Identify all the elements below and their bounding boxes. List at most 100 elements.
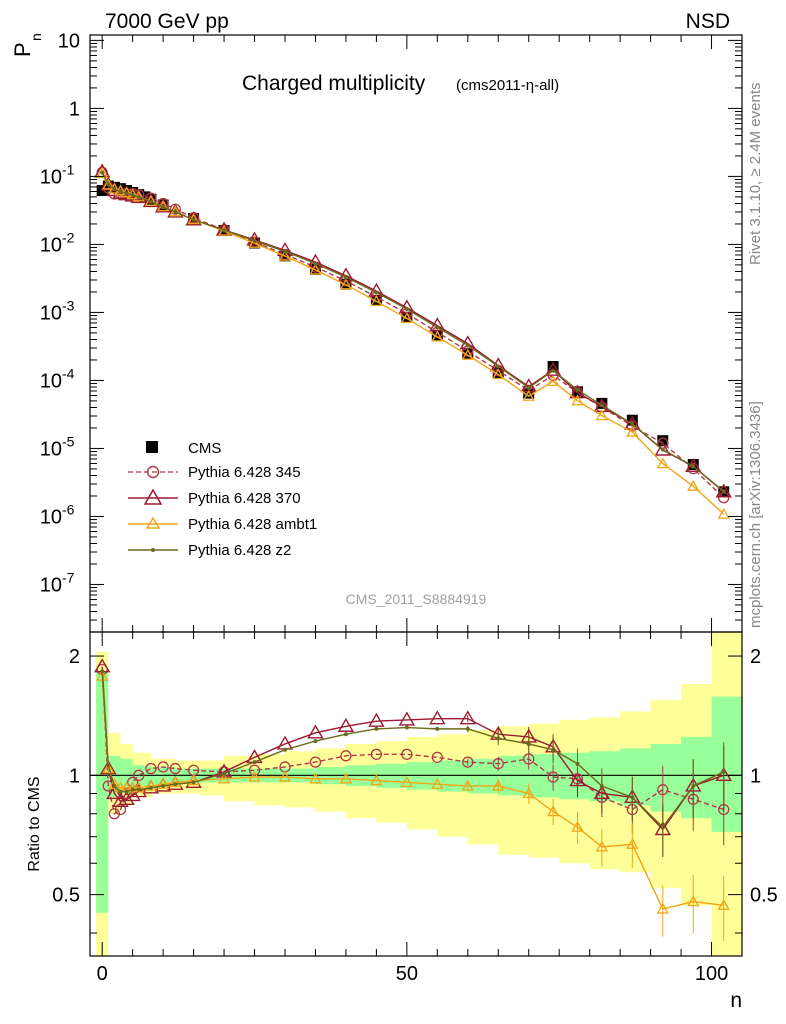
ratio-marker-ambt1 bbox=[400, 776, 413, 788]
main-marker-z2 bbox=[551, 368, 556, 373]
ratio-y-tick-label-right: 0.5 bbox=[750, 885, 778, 907]
ratio-marker-z2 bbox=[343, 732, 348, 737]
main-y-tick-label: 10 bbox=[58, 30, 80, 52]
y-axis-label: P bbox=[10, 42, 35, 57]
x-tick-label: 50 bbox=[396, 963, 418, 985]
main-y-tick-exponent: -4 bbox=[62, 365, 75, 381]
main-marker-z2 bbox=[136, 195, 141, 200]
cms-data-point bbox=[370, 294, 382, 306]
main-y-tick-exponent: -1 bbox=[62, 161, 75, 177]
ratio-marker-z2 bbox=[118, 789, 123, 794]
ratio-marker-z2 bbox=[374, 726, 379, 731]
legend-345-marker bbox=[146, 465, 160, 479]
main-marker-z2 bbox=[191, 217, 196, 222]
ratio-marker-z2 bbox=[191, 780, 196, 785]
ratio-marker-z2 bbox=[313, 739, 318, 744]
ratio-marker-p345 bbox=[133, 769, 145, 781]
main-marker-ambt1 bbox=[571, 394, 584, 406]
ratio-marker-z2 bbox=[660, 825, 665, 830]
ratio-marker-ambt1 bbox=[595, 840, 608, 852]
ratio-marker-ambt1 bbox=[717, 898, 730, 910]
ratio-marker-z2 bbox=[630, 795, 635, 800]
ratio-marker-z2 bbox=[435, 726, 440, 731]
main-marker-ambt1 bbox=[687, 479, 700, 491]
main-y-tick-label: 10 bbox=[40, 166, 62, 188]
analysis-label: CMS_2011_S8884919 bbox=[346, 591, 487, 607]
main-marker-z2 bbox=[374, 290, 379, 295]
ratio-y-tick-label-right: 2 bbox=[750, 646, 761, 668]
main-y-tick-label: 10 bbox=[40, 574, 62, 596]
main-marker-z2 bbox=[526, 385, 531, 390]
main-y-tick-exponent: -2 bbox=[62, 229, 75, 245]
cms-data-point bbox=[145, 193, 157, 205]
main-marker-p370 bbox=[307, 253, 324, 268]
ratio-marker-p345 bbox=[169, 762, 181, 775]
ratio-marker-z2 bbox=[161, 783, 166, 788]
main-marker-z2 bbox=[435, 325, 440, 330]
main-marker-ambt1 bbox=[96, 167, 109, 179]
main-marker-z2 bbox=[173, 209, 178, 214]
main-marker-z2 bbox=[599, 403, 604, 408]
ratio-marker-z2 bbox=[112, 783, 117, 788]
main-marker-z2 bbox=[630, 421, 635, 426]
main-marker-z2 bbox=[118, 189, 123, 194]
ratio-marker-ambt1 bbox=[309, 772, 322, 784]
ratio-uncertainty-inner-band bbox=[96, 672, 743, 913]
ratio-marker-z2 bbox=[252, 760, 257, 765]
main-marker-z2 bbox=[100, 170, 105, 175]
ratio-marker-p370 bbox=[459, 710, 477, 725]
ratio-marker-ambt1 bbox=[248, 770, 261, 782]
ratio-panel-frame bbox=[89, 631, 743, 957]
ratio-marker-z2 bbox=[465, 726, 470, 731]
ratio-marker-ambt1 bbox=[126, 781, 139, 793]
ratio-marker-ambt1 bbox=[169, 776, 182, 788]
main-marker-ambt1 bbox=[626, 425, 639, 437]
ratio-marker-z2 bbox=[173, 782, 178, 787]
main-marker-z2 bbox=[106, 182, 111, 187]
ratio-marker-p370 bbox=[368, 712, 385, 727]
main-marker-p370 bbox=[685, 457, 702, 473]
ratio-marker-z2 bbox=[136, 787, 141, 792]
ratio-marker-ambt1 bbox=[132, 781, 145, 793]
main-y-tick-exponent: -5 bbox=[62, 433, 75, 449]
ratio-curve-p370 bbox=[101, 666, 724, 831]
ratio-marker-ambt1 bbox=[339, 772, 353, 784]
main-y-tick-label: 10 bbox=[40, 506, 62, 528]
main-marker-z2 bbox=[343, 275, 348, 280]
ratio-marker-ambt1 bbox=[187, 774, 200, 786]
legend-ambt1: Pythia 6.428 ambt1 bbox=[188, 516, 317, 533]
main-y-tick-label: 1 bbox=[69, 98, 80, 120]
main-marker-p370 bbox=[624, 415, 641, 430]
main-marker-z2 bbox=[691, 464, 696, 469]
ratio-marker-z2 bbox=[599, 783, 604, 788]
legend: CMS Pythia 6.428 345 Pythia 6.428 370 Py… bbox=[128, 440, 317, 559]
mcplots-text: mcplots.cern.ch [arXiv:1306.3436] bbox=[747, 401, 764, 628]
main-marker-z2 bbox=[313, 261, 318, 266]
ratio-marker-p345 bbox=[309, 756, 322, 768]
ratio-marker-p345 bbox=[157, 761, 169, 773]
main-marker-ambt1 bbox=[492, 368, 505, 380]
ratio-marker-z2 bbox=[575, 761, 580, 766]
y-axis-label-subscript: n bbox=[28, 33, 44, 41]
ratio-marker-p370 bbox=[100, 760, 117, 775]
main-marker-z2 bbox=[130, 192, 135, 197]
main-marker-z2 bbox=[252, 238, 257, 243]
legend-370: Pythia 6.428 370 bbox=[188, 490, 301, 507]
main-marker-p345 bbox=[523, 384, 535, 396]
cms-data-point bbox=[401, 311, 413, 323]
ratio-marker-p370 bbox=[398, 711, 416, 726]
cms-data-point bbox=[462, 347, 474, 359]
ratio-y-tick-label-right: 1 bbox=[750, 765, 761, 787]
main-marker-z2 bbox=[222, 228, 227, 233]
ratio-marker-z2 bbox=[130, 787, 135, 792]
main-marker-ambt1 bbox=[278, 249, 292, 261]
ratio-marker-p345 bbox=[248, 764, 261, 776]
ratio-marker-p345 bbox=[462, 756, 474, 768]
main-marker-z2 bbox=[404, 307, 409, 312]
ratio-y-tick-label: 1 bbox=[69, 765, 80, 787]
ratio-marker-ambt1 bbox=[687, 895, 700, 907]
x-tick-label: 100 bbox=[695, 963, 728, 985]
main-marker-z2 bbox=[282, 249, 287, 254]
legend-345: Pythia 6.428 345 bbox=[188, 464, 301, 481]
legend-370-marker bbox=[143, 488, 163, 505]
